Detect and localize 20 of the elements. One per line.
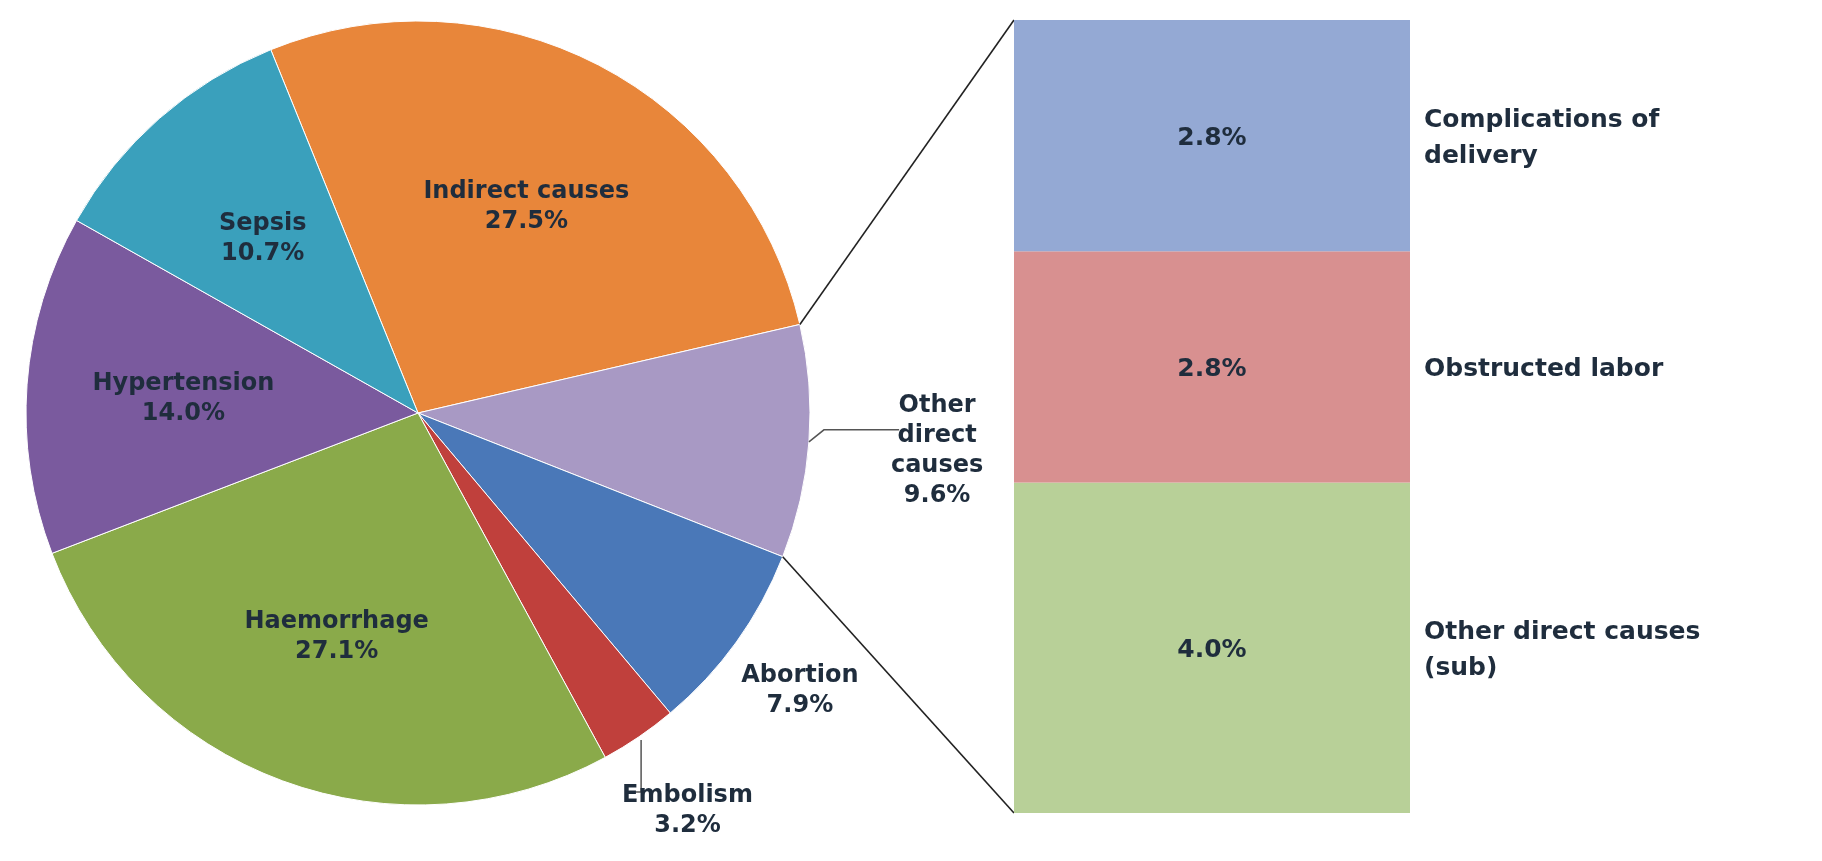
data-label: 14.0% bbox=[141, 397, 226, 426]
data-label: 2.8% bbox=[1177, 121, 1247, 151]
slice-label: Other direct causes bbox=[890, 389, 984, 478]
data-label: 10.7% bbox=[221, 238, 305, 267]
slice-label: Abortion bbox=[741, 659, 859, 688]
series-label: Obstructed labor bbox=[1424, 352, 1664, 382]
slice-label: Sepsis bbox=[218, 208, 307, 237]
slice-label: Embolism bbox=[622, 780, 753, 809]
data-label: 27.5% bbox=[484, 206, 569, 235]
data-label: 2.8% bbox=[1177, 352, 1247, 382]
data-label: 7.9% bbox=[766, 689, 834, 718]
data-label: 3.2% bbox=[654, 810, 721, 839]
slice-label: Hypertension bbox=[92, 367, 275, 396]
slice-label: Haemorrhage bbox=[244, 605, 429, 634]
series-label: Other direct causes (sub) bbox=[1424, 615, 1701, 681]
data-label: 9.6% bbox=[903, 479, 971, 508]
data-label: 27.1% bbox=[294, 635, 379, 664]
slice-label: Indirect causes bbox=[423, 176, 630, 205]
series-label: Complications of delivery bbox=[1424, 103, 1661, 169]
data-label: 4.0% bbox=[1177, 633, 1247, 663]
